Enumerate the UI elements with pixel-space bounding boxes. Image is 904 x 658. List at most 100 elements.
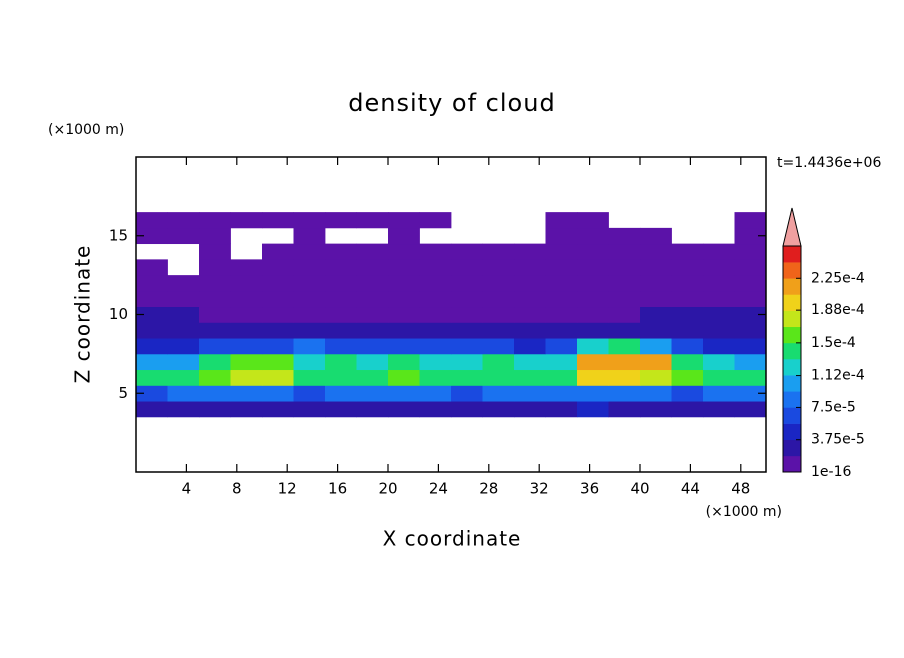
contour-cell xyxy=(199,338,231,355)
contour-cell xyxy=(356,306,389,323)
contour-cell xyxy=(703,306,735,323)
contour-cell xyxy=(293,338,326,355)
contour-cell xyxy=(451,385,483,402)
contour-cell xyxy=(388,353,420,371)
contour-cell xyxy=(577,353,609,371)
contour-cell xyxy=(671,243,704,260)
x-tick-label: 24 xyxy=(429,480,448,498)
contour-cell xyxy=(356,385,389,402)
contour-cell xyxy=(230,401,263,418)
contour-cell xyxy=(734,259,767,276)
contour-cell xyxy=(136,306,168,323)
contour-cell xyxy=(199,306,231,323)
x-tick-label: 44 xyxy=(681,480,700,498)
colorbar-band xyxy=(783,423,801,441)
contour-cell xyxy=(703,353,735,371)
contour-cell xyxy=(482,322,515,339)
contour-cell xyxy=(293,290,326,308)
x-tick-label: 20 xyxy=(378,480,397,498)
contour-cell xyxy=(640,338,672,355)
contour-cell xyxy=(388,227,420,245)
contour-cell xyxy=(230,259,263,276)
contour-cell xyxy=(419,369,452,386)
colorbar-band xyxy=(783,342,801,360)
contour-cell xyxy=(167,322,200,339)
contour-cell xyxy=(419,353,452,371)
contour-cell xyxy=(577,259,609,276)
contour-cell xyxy=(640,243,672,260)
contour-cell xyxy=(388,212,420,229)
contour-cell xyxy=(167,385,200,402)
colorbar-tick-label: 3.75e-5 xyxy=(811,432,865,448)
contour-cell xyxy=(482,290,515,308)
contour-cell xyxy=(167,306,200,323)
contour-cell xyxy=(545,401,578,418)
contour-cell xyxy=(199,212,231,229)
contour-cell xyxy=(325,243,357,260)
contour-cell xyxy=(451,259,483,276)
contour-cell xyxy=(136,338,168,355)
contour-cell xyxy=(514,322,546,339)
contour-cell xyxy=(608,259,641,276)
contour-cell xyxy=(703,338,735,355)
contour-cell xyxy=(577,306,609,323)
colorbar-band xyxy=(783,262,801,279)
contour-cell xyxy=(167,338,200,355)
contour-cell xyxy=(514,290,546,308)
contour-cell xyxy=(419,275,452,292)
contour-cell xyxy=(734,212,767,229)
contour-cell xyxy=(230,306,263,323)
contour-cell xyxy=(640,369,672,386)
contour-cell xyxy=(734,306,767,323)
contour-cell xyxy=(671,353,704,371)
contour-cell xyxy=(545,275,578,292)
contour-cell xyxy=(199,322,231,339)
contour-cell xyxy=(167,353,200,371)
contour-cell xyxy=(199,259,231,276)
colorbar-tick-label: 2.25e-4 xyxy=(811,270,865,286)
contour-cell xyxy=(514,353,546,371)
contour-cell xyxy=(703,385,735,402)
contour-cell xyxy=(136,401,168,418)
contour-cell xyxy=(136,369,168,386)
contour-cell xyxy=(577,212,609,229)
contour-cell xyxy=(545,322,578,339)
contour-cell xyxy=(451,243,483,260)
contour-cell xyxy=(356,243,389,260)
colorbar-band xyxy=(783,310,801,328)
contour-cell xyxy=(545,369,578,386)
contour-cell xyxy=(608,338,641,355)
contour-cell xyxy=(640,259,672,276)
contour-cell xyxy=(262,385,294,402)
contour-cell xyxy=(703,275,735,292)
colorbar-band xyxy=(783,439,801,457)
contour-cell xyxy=(388,322,420,339)
contour-cell xyxy=(640,385,672,402)
contour-cell xyxy=(703,322,735,339)
contour-cell xyxy=(199,243,231,260)
contour-cell xyxy=(451,306,483,323)
contour-cell xyxy=(671,290,704,308)
contour-cell xyxy=(293,259,326,276)
contour-cell xyxy=(293,306,326,323)
contour-cell xyxy=(230,353,263,371)
contour-cell xyxy=(388,401,420,418)
contour-cell xyxy=(608,290,641,308)
contour-cell xyxy=(199,275,231,292)
contour-cell xyxy=(419,290,452,308)
contour-cell xyxy=(577,322,609,339)
contour-cell xyxy=(199,290,231,308)
x-tick-label: 48 xyxy=(731,480,750,498)
contour-cell xyxy=(167,275,200,292)
contour-cell xyxy=(671,259,704,276)
x-tick-label: 28 xyxy=(479,480,498,498)
contour-cell xyxy=(703,369,735,386)
x-tick-label: 8 xyxy=(232,480,242,498)
x-tick-label: 36 xyxy=(580,480,599,498)
contour-cell xyxy=(356,369,389,386)
colorbar-band xyxy=(783,294,801,311)
contour-cell xyxy=(419,401,452,418)
contour-cell xyxy=(482,275,515,292)
contour-cell xyxy=(482,243,515,260)
